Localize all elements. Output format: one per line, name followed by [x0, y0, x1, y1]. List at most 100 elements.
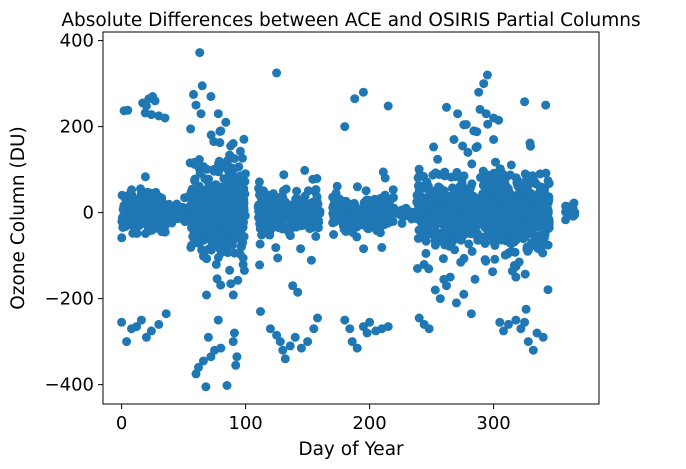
- data-point: [490, 254, 500, 264]
- data-point: [428, 170, 438, 180]
- data-point: [150, 218, 160, 228]
- data-point: [510, 237, 519, 247]
- data-point: [238, 194, 248, 203]
- data-point: [357, 220, 367, 230]
- data-point: [413, 264, 422, 273]
- data-point: [230, 202, 240, 212]
- data-point: [146, 326, 156, 336]
- data-point: [458, 190, 468, 200]
- data-point: [429, 216, 439, 226]
- data-point: [467, 246, 477, 256]
- data-point: [194, 362, 203, 372]
- data-point: [429, 142, 439, 152]
- data-point: [284, 222, 294, 232]
- data-point: [540, 230, 550, 239]
- data-point: [352, 232, 362, 242]
- data-point: [306, 255, 316, 265]
- data-point: [311, 185, 321, 195]
- data-point: [397, 218, 407, 228]
- data-point: [191, 100, 201, 110]
- data-point: [543, 176, 553, 186]
- data-point: [136, 204, 146, 214]
- data-point: [273, 217, 283, 227]
- data-point: [459, 253, 469, 263]
- data-point: [188, 232, 198, 242]
- data-point: [202, 164, 212, 174]
- data-point: [213, 109, 223, 119]
- data-point: [204, 204, 214, 214]
- data-point: [428, 229, 438, 239]
- data-point: [435, 191, 445, 201]
- data-point: [472, 142, 482, 151]
- data-point: [461, 120, 471, 129]
- data-point: [123, 105, 133, 115]
- data-point: [416, 206, 426, 216]
- data-point: [448, 208, 458, 218]
- data-point: [543, 285, 553, 295]
- data-point: [440, 240, 450, 250]
- data-point: [295, 219, 305, 229]
- data-point: [275, 337, 285, 347]
- data-point: [538, 248, 548, 258]
- data-point: [430, 236, 440, 246]
- data-point: [233, 275, 243, 285]
- data-point: [146, 110, 156, 120]
- data-point: [265, 324, 275, 334]
- data-point: [449, 135, 459, 144]
- data-point: [196, 109, 206, 119]
- data-point: [470, 274, 480, 284]
- data-point: [279, 170, 289, 180]
- data-point: [237, 238, 247, 248]
- data-point: [328, 203, 338, 213]
- data-point: [421, 248, 431, 258]
- data-point: [201, 382, 211, 392]
- x-axis-ticks: 0 100 200 300: [116, 404, 511, 434]
- data-point: [538, 332, 548, 342]
- data-point: [229, 154, 239, 163]
- data-point: [235, 146, 245, 156]
- data-point: [216, 126, 226, 136]
- data-point: [492, 188, 502, 198]
- data-point: [329, 230, 339, 239]
- data-point: [502, 223, 512, 233]
- data-point: [225, 265, 235, 275]
- data-point: [526, 174, 536, 184]
- data-point: [196, 205, 205, 215]
- data-point: [474, 87, 484, 97]
- data-point: [424, 324, 434, 334]
- data-point: [228, 290, 238, 300]
- data-point: [263, 190, 273, 200]
- data-points: [117, 48, 580, 392]
- x-tick-label: 0: [116, 413, 127, 434]
- x-tick-label: 300: [476, 413, 510, 434]
- chart-title: Absolute Differences between ACE and OSI…: [61, 10, 640, 31]
- y-tick-label: 400: [60, 31, 94, 52]
- data-point: [479, 234, 488, 244]
- data-point: [313, 313, 322, 323]
- data-point: [520, 269, 530, 279]
- data-point: [203, 244, 213, 254]
- data-point: [445, 272, 455, 282]
- y-tick-label: 200: [60, 117, 94, 138]
- data-point: [237, 153, 247, 163]
- y-tick-label: −400: [45, 375, 94, 396]
- data-point: [359, 244, 369, 254]
- data-point: [518, 183, 528, 193]
- data-point: [490, 202, 500, 212]
- data-point: [443, 221, 452, 231]
- data-point: [352, 343, 362, 353]
- data-point: [214, 237, 223, 247]
- data-point: [228, 164, 238, 173]
- data-point: [190, 174, 200, 184]
- data-point: [197, 81, 207, 91]
- data-point: [340, 122, 350, 132]
- data-point: [172, 199, 182, 209]
- data-point: [499, 185, 509, 195]
- data-point: [427, 186, 436, 196]
- data-point: [238, 260, 248, 269]
- data-point: [482, 70, 492, 80]
- data-point: [506, 247, 516, 256]
- data-point: [345, 324, 355, 334]
- data-point: [141, 332, 151, 342]
- data-point: [458, 223, 468, 233]
